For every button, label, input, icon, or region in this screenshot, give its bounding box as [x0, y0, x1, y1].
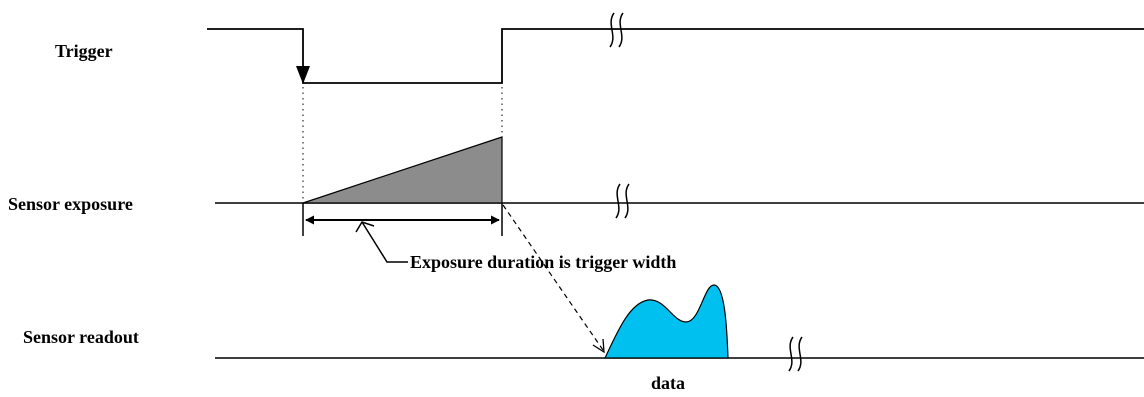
trigger-falling-arrow: [296, 66, 310, 84]
readout-transfer-arrow-head: [592, 338, 605, 354]
exposure-break-mark: [615, 183, 630, 219]
trigger-label: Trigger: [55, 41, 113, 61]
trigger-break-mark: [609, 12, 624, 48]
readout-data-shape: [604, 284, 729, 359]
exposure-duration-callout: [361, 221, 408, 263]
sensor-readout-label: Sensor readout: [23, 327, 139, 347]
callout-arrow-head: [355, 221, 375, 233]
readout-transfer-arrow: [502, 204, 604, 351]
trigger-waveform: [207, 28, 1144, 84]
exposure-ramp: [302, 136, 503, 204]
data-label: data: [651, 373, 685, 393]
sensor-exposure-label: Sensor exposure: [8, 194, 133, 214]
exposure-duration-text: Exposure duration is trigger width: [410, 252, 676, 272]
readout-break-mark: [788, 336, 803, 372]
